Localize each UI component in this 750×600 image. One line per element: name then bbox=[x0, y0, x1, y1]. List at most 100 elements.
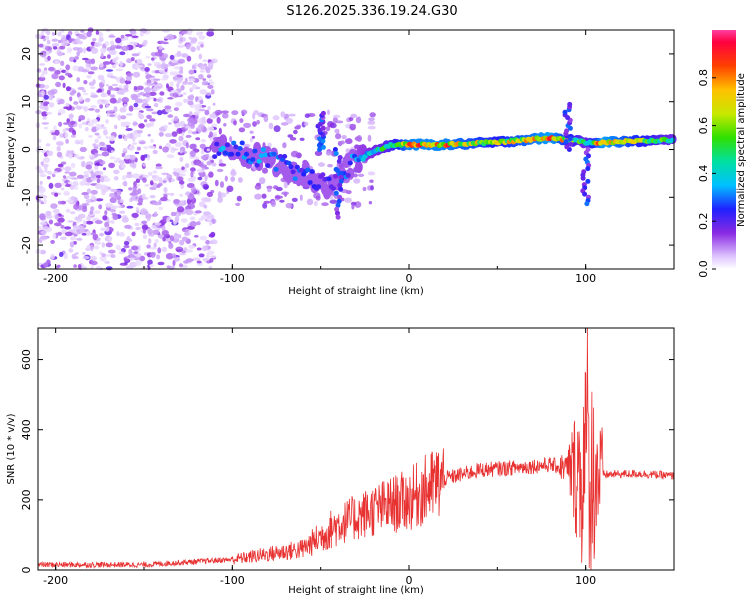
spectrogram-noise-cell bbox=[262, 167, 268, 174]
spectrogram-noise-cell bbox=[306, 198, 314, 206]
spectrogram-noise-cell bbox=[39, 63, 46, 66]
spectrogram-noise-cell bbox=[100, 184, 108, 191]
spectrogram-noise-cell bbox=[81, 192, 89, 196]
spectrogram-noise-cell bbox=[218, 163, 227, 167]
spectrogram-noise-cell bbox=[160, 197, 168, 202]
spectrogram-noise-cell bbox=[205, 65, 209, 72]
spectrogram-noise-cell bbox=[78, 204, 82, 211]
spectrogram-noise-cell bbox=[177, 78, 183, 84]
spectrogram-noise-cell bbox=[144, 105, 152, 109]
spectrogram-noise-cell bbox=[61, 69, 67, 73]
spectrogram-noise-cell bbox=[90, 244, 94, 252]
spectrogram-noise-cell bbox=[198, 172, 205, 176]
spectrogram-noise-cell bbox=[219, 181, 225, 188]
spectrogram-noise-cell bbox=[102, 101, 109, 105]
spectrogram-noise-cell bbox=[137, 92, 146, 96]
spectrogram-noise-cell bbox=[189, 221, 197, 227]
spectrogram-noise-cell bbox=[123, 135, 128, 142]
spectrogram-noise-cell bbox=[90, 58, 96, 65]
spectrogram-noise-cell bbox=[206, 217, 212, 222]
spectrogram-noise-cell bbox=[57, 163, 64, 168]
spectrogram-noise-cell bbox=[136, 146, 141, 151]
spectrogram-noise-cell bbox=[116, 231, 120, 237]
spectrogram-noise-cell bbox=[110, 254, 116, 258]
spectrogram-noise-cell bbox=[157, 261, 165, 266]
spectrogram-noise-cell bbox=[63, 252, 68, 260]
spectrogram-noise-cell bbox=[185, 142, 189, 149]
spectrogram-noise-cell bbox=[63, 190, 70, 196]
spectrogram-noise-cell bbox=[118, 85, 123, 89]
spectrogram-noise-cell bbox=[189, 143, 197, 150]
spectrogram-noise-cell bbox=[57, 51, 63, 57]
spectrogram-noise-cell bbox=[46, 176, 51, 180]
spectrogram-smear-cell bbox=[335, 210, 340, 216]
spectrogram-noise-cell bbox=[207, 126, 215, 132]
spectrogram-noise-cell bbox=[90, 260, 98, 266]
spectrogram-noise-cell bbox=[38, 225, 42, 230]
spectrogram-noise-cell bbox=[113, 176, 119, 181]
spectrogram-noise-cell bbox=[200, 138, 207, 143]
spectrogram-noise-cell bbox=[101, 124, 105, 128]
spectrogram-noise-cell bbox=[43, 67, 48, 72]
spectrogram-noise-cell bbox=[131, 35, 139, 38]
spectrogram-noise-cell bbox=[175, 101, 183, 107]
spectrogram-noise-cell bbox=[148, 91, 157, 96]
spectrogram-noise-cell bbox=[209, 255, 217, 259]
spectrogram-noise-cell bbox=[196, 260, 202, 264]
spectrogram-noise-cell bbox=[254, 193, 262, 200]
spectrogram-noise-cell bbox=[160, 63, 169, 70]
spectrogram-noise-cell bbox=[69, 38, 75, 41]
spectrogram-noise-cell bbox=[180, 183, 185, 190]
spectrogram-smear-cell bbox=[585, 166, 591, 172]
spectrogram-noise-cell bbox=[96, 177, 101, 184]
spectrogram-noise-cell bbox=[54, 222, 62, 227]
spectrogram-noise-cell bbox=[93, 146, 99, 150]
spectrogram-noise-cell bbox=[41, 111, 48, 117]
spectrogram-noise-cell bbox=[86, 230, 91, 236]
spectrogram-ridge-core bbox=[231, 140, 237, 146]
spectrogram-noise-cell bbox=[84, 126, 89, 132]
spectrogram-noise-cell bbox=[174, 236, 182, 239]
spectrogram-smear-cell bbox=[333, 190, 339, 196]
spectrogram-noise-cell bbox=[199, 65, 207, 70]
spectrogram-noise-cell bbox=[72, 129, 77, 136]
spectrogram-noise-cell bbox=[69, 96, 73, 102]
spectrogram-noise-cell bbox=[118, 205, 123, 208]
spectrogram-noise-cell bbox=[92, 38, 97, 42]
spectrogram-noise-cell bbox=[182, 92, 187, 96]
spectrogram-noise-cell bbox=[97, 159, 103, 163]
spectrogram-noise-cell bbox=[75, 252, 79, 255]
spectrogram-smear-cell bbox=[338, 162, 344, 168]
spectrogram-noise-cell bbox=[208, 221, 213, 226]
spectrogram-noise-cell bbox=[197, 41, 205, 45]
spectrogram-ridge-core bbox=[212, 154, 218, 160]
spectrogram-noise-cell bbox=[48, 182, 54, 189]
spectrogram-noise-cell bbox=[51, 173, 56, 178]
spectrogram-noise-cell bbox=[216, 116, 221, 124]
spectrogram-noise-cell bbox=[82, 47, 87, 54]
spectrogram-smear-cell bbox=[564, 144, 570, 150]
spectrogram-noise-cell bbox=[104, 210, 108, 216]
spectrogram-noise-cell bbox=[82, 220, 87, 226]
spectrogram-noise-cell bbox=[207, 61, 214, 68]
spectrogram-noise-cell bbox=[54, 182, 62, 188]
spectrogram-noise-cell bbox=[203, 204, 208, 209]
snr-xtick-label: 0 bbox=[406, 574, 413, 587]
spectrogram-noise-cell bbox=[86, 188, 92, 194]
spectrogram-noise-cell bbox=[194, 235, 199, 238]
spectrogram-noise-cell bbox=[261, 193, 267, 199]
spectrogram-noise-cell bbox=[67, 220, 74, 223]
spectrogram-noise-cell bbox=[64, 166, 72, 172]
spectrogram-noise-cell bbox=[349, 123, 357, 127]
spectrogram-noise-cell bbox=[161, 229, 169, 237]
spectrogram-noise-cell bbox=[43, 164, 48, 171]
spectrogram-noise-cell bbox=[108, 236, 113, 241]
spectrogram-noise-cell bbox=[43, 126, 48, 130]
spectrogram-noise-cell bbox=[125, 265, 134, 270]
spectrogram-noise-cell bbox=[132, 185, 138, 189]
spectrogram-noise-cell bbox=[149, 264, 155, 268]
spectrogram-noise-cell bbox=[51, 38, 59, 42]
spectrogram-noise-cell bbox=[150, 251, 156, 258]
spectrogram-noise-cell bbox=[85, 63, 90, 68]
snr-ytick-label: 600 bbox=[20, 349, 33, 370]
